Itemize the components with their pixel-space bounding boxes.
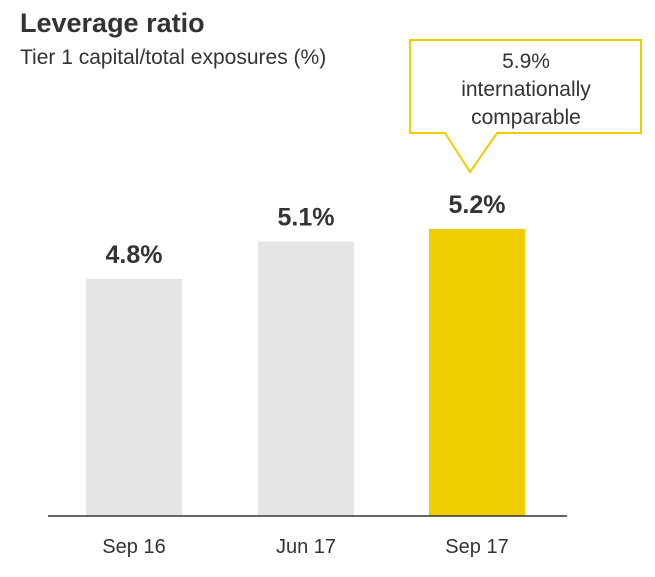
annotation-text-line: internationally — [461, 78, 591, 101]
annotation-text-line: comparable — [471, 106, 581, 129]
annotation-box — [409, 39, 642, 174]
x-tick-label: Sep 17 — [445, 536, 508, 558]
bar-jun-17 — [258, 241, 354, 516]
x-tick-label: Jun 17 — [276, 536, 336, 558]
value-label: 5.1% — [278, 203, 335, 231]
x-tick-label: Sep 16 — [102, 536, 165, 558]
chart-subtitle: Tier 1 capital/total exposures (%) — [20, 46, 327, 69]
annotation-callout: 5.9% internationally comparable — [409, 39, 642, 174]
bar-sep-16 — [86, 278, 182, 516]
value-label: 5.2% — [449, 191, 506, 219]
bar-sep-17 — [429, 229, 525, 516]
value-labels-layer: 4.8% 5.1% 5.2% — [106, 191, 506, 269]
value-label: 4.8% — [106, 241, 163, 269]
chart-title: Leverage ratio — [20, 8, 205, 38]
x-tick-labels: Sep 16 Jun 17 Sep 17 — [102, 536, 508, 558]
bars-layer — [86, 229, 525, 516]
annotation-text-line: 5.9% — [502, 50, 550, 73]
